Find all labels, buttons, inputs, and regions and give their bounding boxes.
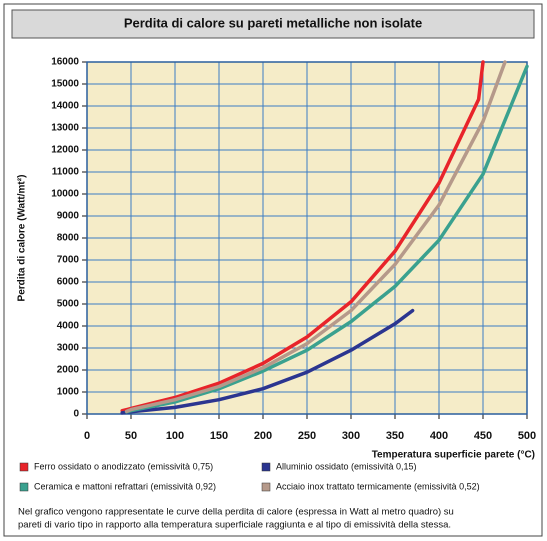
y-tick-label: 0 bbox=[73, 409, 79, 420]
line-series bbox=[120, 60, 485, 413]
x-axis-label: Temperatura superficie parete (°C) bbox=[372, 450, 535, 461]
y-tick-label: 2000 bbox=[57, 365, 80, 376]
y-tick-label: 4000 bbox=[57, 321, 80, 332]
y-tick-label: 16000 bbox=[51, 57, 79, 68]
x-tick-label: 50 bbox=[125, 430, 137, 442]
x-tick-label: 450 bbox=[474, 430, 492, 442]
legend-swatch bbox=[19, 482, 29, 492]
legend-label: Alluminio ossidato (emissività 0,15) bbox=[276, 461, 417, 471]
legend-swatch bbox=[261, 462, 271, 472]
note-line: pareti di vario tipo in rapporto alla te… bbox=[18, 520, 451, 531]
x-tick-label: 150 bbox=[210, 430, 228, 442]
y-tick-label: 12000 bbox=[51, 145, 79, 156]
x-tick-label: 200 bbox=[254, 430, 272, 442]
x-tick-label: 500 bbox=[518, 430, 536, 442]
y-tick-label: 11000 bbox=[52, 167, 80, 178]
y-tick-label: 8000 bbox=[57, 233, 80, 244]
legend-swatch bbox=[261, 482, 271, 492]
legend-label: Ferro ossidato o anodizzato (emissività … bbox=[34, 461, 213, 471]
note-line: Nel grafico vengono rappresentate le cur… bbox=[18, 507, 454, 518]
y-tick-label: 14000 bbox=[51, 101, 79, 112]
line-series bbox=[120, 308, 415, 415]
line-series bbox=[124, 60, 507, 414]
legend-swatch bbox=[19, 462, 29, 472]
legend-label: Ceramica e mattoni refrattari (emissivit… bbox=[34, 481, 216, 491]
y-tick-label: 6000 bbox=[57, 277, 80, 288]
x-tick-label: 300 bbox=[342, 430, 360, 442]
y-tick-label: 7000 bbox=[57, 255, 80, 266]
y-tick-label: 10000 bbox=[51, 189, 79, 200]
title-box bbox=[11, 9, 535, 39]
line-series bbox=[124, 64, 529, 414]
chart-title: Perdita di calore su pareti metalliche n… bbox=[124, 15, 422, 30]
y-tick-label: 9000 bbox=[57, 211, 80, 222]
x-tick-label: 250 bbox=[298, 430, 316, 442]
x-tick-label: 0 bbox=[84, 430, 90, 442]
x-tick-label: 350 bbox=[386, 430, 404, 442]
legend-label: Acciaio inox trattato termicamente (emis… bbox=[276, 481, 480, 491]
x-tick-label: 400 bbox=[430, 430, 448, 442]
plot-border bbox=[86, 61, 528, 415]
x-tick-label: 100 bbox=[166, 430, 184, 442]
y-tick-label: 15000 bbox=[51, 79, 79, 90]
y-tick-label: 5000 bbox=[57, 299, 80, 310]
y-tick-label: 13000 bbox=[51, 123, 79, 134]
y-tick-label: 3000 bbox=[57, 343, 80, 354]
y-tick-label: 1000 bbox=[57, 387, 80, 398]
y-axis-label: Perdita di calore (Watt/mt²) bbox=[17, 175, 28, 302]
